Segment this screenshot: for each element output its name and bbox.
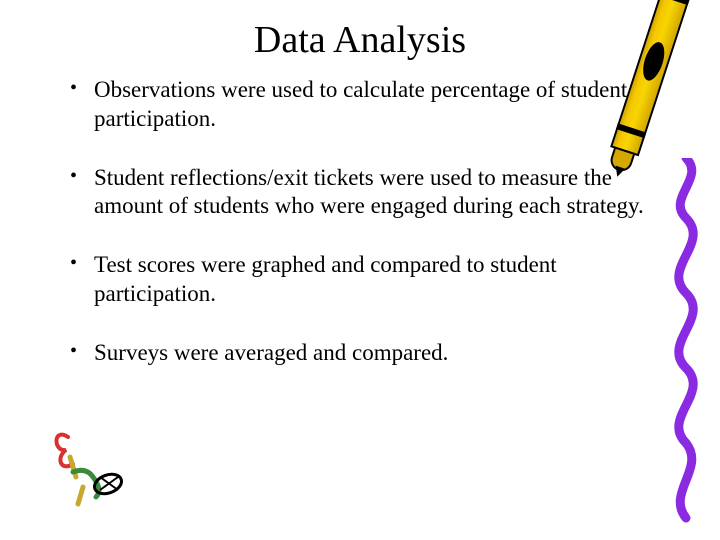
bullet-item: Student reflections/exit tickets were us…	[60, 164, 650, 222]
bullet-item: Observations were used to calculate perc…	[60, 76, 650, 134]
slide-title: Data Analysis	[0, 0, 720, 62]
bullet-item: Test scores were graphed and compared to…	[60, 251, 650, 309]
doodle-icon	[48, 422, 138, 512]
bullet-item: Surveys were averaged and compared.	[60, 339, 650, 368]
squiggle-icon	[656, 158, 716, 528]
